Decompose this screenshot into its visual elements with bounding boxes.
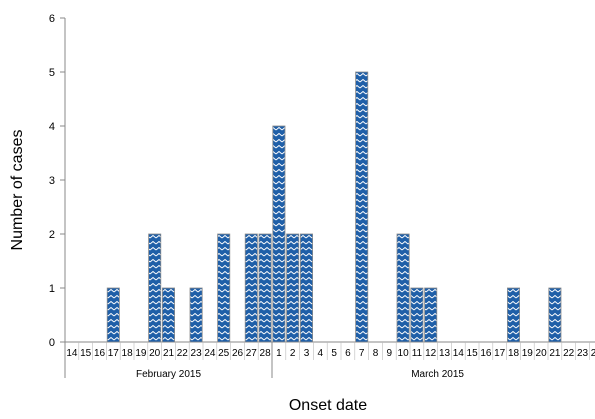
x-tick-label: 15: [467, 348, 479, 359]
bar[interactable]: [548, 287, 562, 343]
y-axis-title: Number of cases: [9, 130, 26, 251]
x-tick-label: 24: [204, 348, 216, 359]
x-tick-label: 11: [412, 348, 423, 359]
x-tick-label: 21: [549, 348, 561, 359]
x-axis-title: Onset date: [289, 397, 367, 414]
y-tick-label: 0: [49, 337, 55, 349]
y-tick-label: 3: [49, 175, 55, 187]
y-tick-label: 4: [49, 121, 55, 133]
x-tick-label: 16: [480, 348, 492, 359]
x-tick-label: 23: [577, 348, 589, 359]
bar[interactable]: [258, 233, 272, 343]
y-tick-label: 1: [49, 283, 55, 295]
x-tick-label: 9: [387, 348, 393, 359]
bar[interactable]: [106, 287, 120, 343]
bar[interactable]: [161, 287, 175, 343]
x-tick-label: 20: [536, 348, 548, 359]
x-tick-label: 24: [591, 348, 595, 359]
x-tick-label: 16: [94, 348, 106, 359]
x-tick-label: 13: [439, 348, 451, 359]
bar[interactable]: [244, 233, 258, 343]
x-tick-label: 25: [218, 348, 230, 359]
bar[interactable]: [410, 287, 424, 343]
bars: [106, 71, 562, 343]
x-tick-label: 17: [494, 348, 506, 359]
x-tick-label: 1: [276, 348, 282, 359]
x-tick-label: 28: [260, 348, 272, 359]
x-tick-label: 18: [122, 348, 134, 359]
x-tick-label: 21: [163, 348, 175, 359]
x-tick-label: 20: [149, 348, 161, 359]
y-tick-label: 5: [49, 67, 55, 79]
x-tick-label: 12: [425, 348, 437, 359]
x-tick-label: 5: [331, 348, 337, 359]
y-tick-label: 6: [49, 13, 55, 25]
bar[interactable]: [217, 233, 231, 343]
x-tick-label: 22: [563, 348, 575, 359]
x-tick-label: 14: [453, 348, 465, 359]
bar[interactable]: [299, 233, 313, 343]
bar[interactable]: [424, 287, 438, 343]
x-tick-label: 19: [135, 348, 147, 359]
x-tick-label: 14: [66, 348, 78, 359]
bar[interactable]: [189, 287, 203, 343]
bar[interactable]: [355, 71, 369, 343]
y-tick-label: 2: [49, 229, 55, 241]
x-tick-label: 22: [177, 348, 189, 359]
bar[interactable]: [148, 233, 162, 343]
x-tick-label: 3: [304, 348, 310, 359]
bar[interactable]: [272, 125, 286, 343]
x-tick-label: 7: [359, 348, 365, 359]
x-tick-label: 19: [522, 348, 534, 359]
x-tick-label: 8: [373, 348, 379, 359]
x-tick-label: 15: [80, 348, 92, 359]
bar[interactable]: [506, 287, 520, 343]
x-tick-label: 18: [508, 348, 520, 359]
x-tick-label: 10: [398, 348, 410, 359]
x-tick-label: 4: [318, 348, 324, 359]
month-label: February 2015: [136, 369, 201, 380]
x-tick-label: 2: [290, 348, 296, 359]
bar[interactable]: [396, 233, 410, 343]
x-tick-label: 6: [345, 348, 351, 359]
x-tick-label: 26: [232, 348, 244, 359]
bar[interactable]: [286, 233, 300, 343]
month-label: March 2015: [411, 369, 464, 380]
x-tick-label: 23: [191, 348, 203, 359]
x-tick-label: 17: [108, 348, 120, 359]
x-tick-label: 27: [246, 348, 258, 359]
